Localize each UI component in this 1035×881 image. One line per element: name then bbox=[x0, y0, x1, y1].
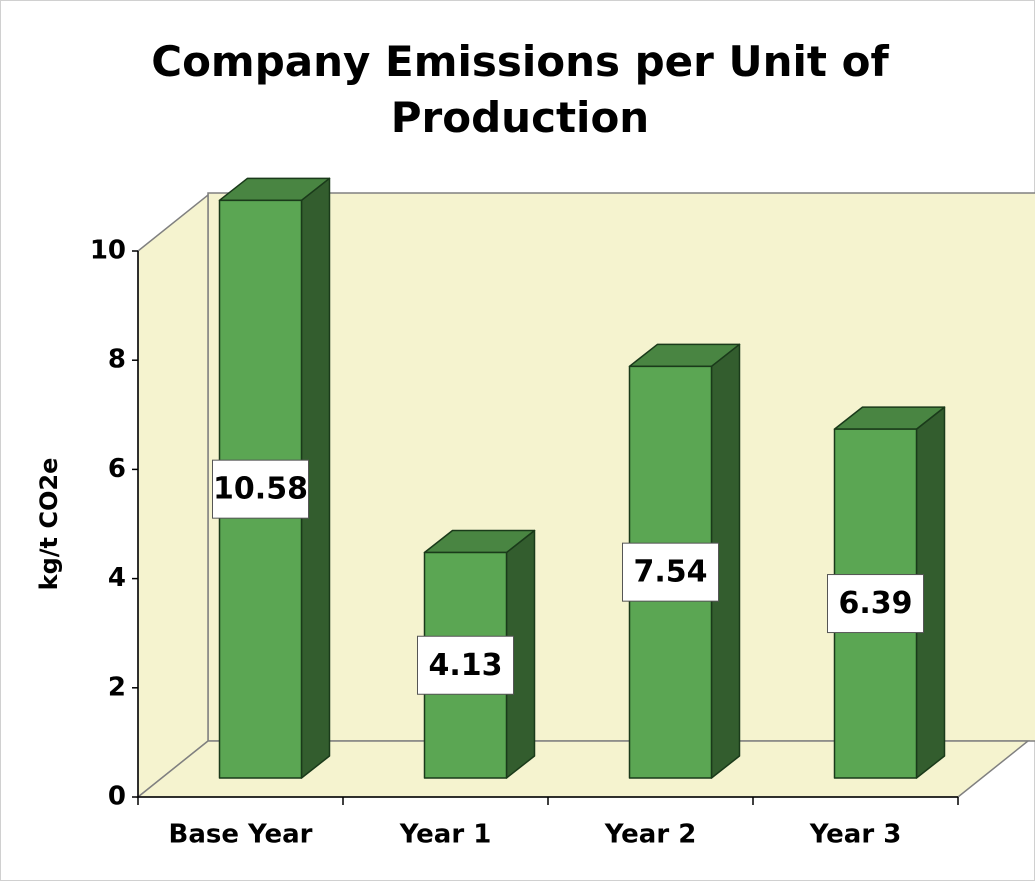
x-tick-label: Year 2 bbox=[604, 820, 697, 850]
value-label: 7.54 bbox=[633, 555, 707, 590]
y-tick-label: 6 bbox=[108, 454, 126, 484]
y-axis-title: kg/t CO2e bbox=[35, 458, 63, 591]
value-label-box bbox=[622, 542, 719, 602]
value-label-box bbox=[417, 635, 514, 695]
value-label: 4.13 bbox=[428, 648, 502, 683]
x-tick-label: Base Year bbox=[169, 820, 313, 850]
y-tick-label: 10 bbox=[90, 236, 126, 266]
value-label: 10.58 bbox=[213, 472, 308, 507]
chart-title: Company Emissions per Unit of Production bbox=[151, 37, 889, 142]
y-tick-label: 4 bbox=[108, 563, 126, 593]
y-tick-label: 8 bbox=[108, 345, 126, 375]
side-wall bbox=[137, 193, 209, 799]
value-label-box bbox=[827, 574, 924, 634]
value-label-box bbox=[212, 459, 309, 519]
y-tick-label: 2 bbox=[108, 672, 126, 702]
value-label: 6.39 bbox=[838, 586, 912, 621]
marks: 10.58 4.13 7.54 6.39 bbox=[212, 177, 946, 779]
x-tick-label: Year 1 bbox=[399, 820, 492, 850]
x-tick-label: Year 3 bbox=[809, 820, 902, 850]
y-tick-label: 0 bbox=[108, 782, 126, 812]
